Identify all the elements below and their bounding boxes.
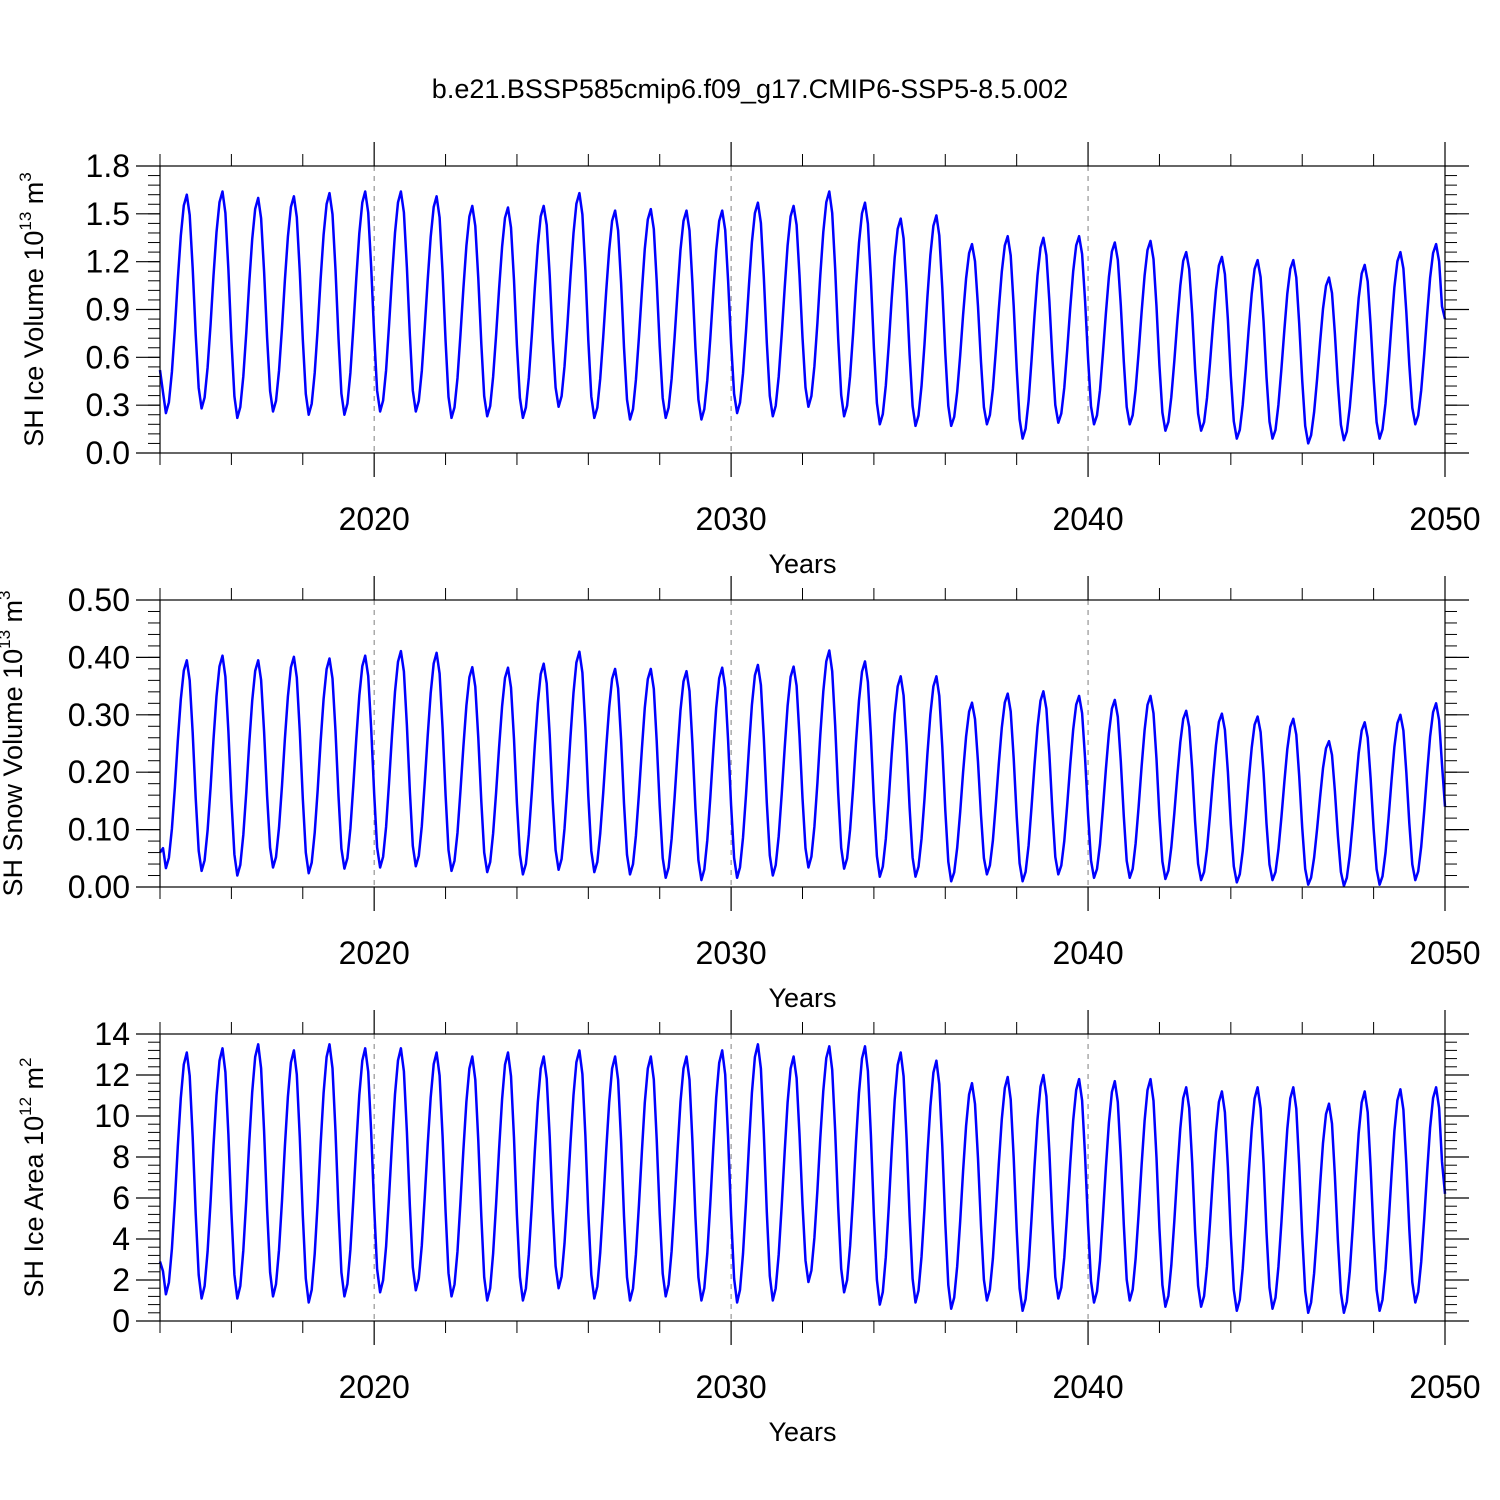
x-tick-label: 2040: [1052, 501, 1123, 537]
y-tick-label: 0.00: [68, 869, 130, 905]
chart-sh-ice-area: 0 2 4 6 8 10 12 14 2020 2030 2040 2050 Years SH Ice A…: [16, 1010, 1481, 1447]
x-tick-label: 2020: [339, 501, 410, 537]
x-tick-label: 2050: [1409, 935, 1480, 971]
y-tick-label: 6: [112, 1180, 130, 1216]
y-tick-label: 0.9: [86, 292, 130, 328]
y-tick-label: 1.5: [86, 196, 130, 232]
y-tick-label: 0: [112, 1303, 130, 1339]
x-tick-label: 2020: [339, 1369, 410, 1405]
x-tick-label: 2030: [696, 935, 767, 971]
x-tick-label: 2030: [696, 1369, 767, 1405]
y-tick-label: 12: [94, 1057, 130, 1093]
chart-sh-snow-volume: 0.00 0.10 0.20 0.30 0.40 0.50 2020 2030 2040 2050…: [0, 576, 1481, 1013]
y-axis-title-unit: m: [19, 182, 49, 212]
y-axis-title-exp: 13: [0, 630, 14, 649]
y-tick-label: 0.0: [86, 435, 130, 471]
y-axis-title-unit-exp: 2: [16, 1058, 35, 1067]
y-axis-title-unit-exp: 3: [0, 590, 14, 599]
x-tick-label: 2020: [339, 935, 410, 971]
series-line: [158, 1043, 1447, 1315]
x-tick-label: 2040: [1052, 1369, 1123, 1405]
y-axis-title-exp: 13: [16, 212, 35, 231]
y-tick-label: 2: [112, 1262, 130, 1298]
series-line: [158, 190, 1447, 445]
x-axis-title: Years: [768, 549, 836, 579]
y-axis-title-unit-exp: 3: [16, 172, 35, 181]
y-axis-title-text: SH Ice Volume 10: [19, 231, 49, 447]
x-tick-label: 2030: [696, 501, 767, 537]
y-axis-title: SH Snow Volume 1013 m3: [0, 590, 28, 896]
y-axis-title-unit: m: [19, 1067, 49, 1097]
y-tick-label: 8: [112, 1139, 130, 1175]
y-tick-label: 0.3: [86, 387, 130, 423]
y-axis-title-text: SH Snow Volume 10: [0, 649, 28, 897]
y-tick-label: 4: [112, 1221, 130, 1257]
chart-sh-ice-volume: 0.0 0.3 0.6 0.9 1.2 1.5 1.8 2020 2030 2040 2050 Yea…: [16, 142, 1481, 579]
x-tick-label: 2050: [1409, 501, 1480, 537]
x-tick-label: 2050: [1409, 1369, 1480, 1405]
y-tick-label: 0.50: [68, 582, 130, 618]
y-tick-label: 1.2: [86, 244, 130, 280]
x-tick-label: 2040: [1052, 935, 1123, 971]
y-tick-label: 0.30: [68, 697, 130, 733]
figure-title: b.e21.BSSP585cmip6.f09_g17.CMIP6-SSP5-8.…: [431, 74, 1069, 104]
y-tick-label: 14: [94, 1016, 130, 1052]
x-axis-title: Years: [768, 983, 836, 1013]
y-tick-label: 0.6: [86, 339, 130, 375]
y-tick-label: 1.8: [86, 148, 130, 184]
plot-frame: [159, 165, 1446, 454]
y-axis-title-text: SH Ice Area 10: [19, 1116, 49, 1298]
y-axis-title: SH Ice Volume 1013 m3: [16, 172, 49, 447]
x-axis-title: Years: [768, 1417, 836, 1447]
series-line: [158, 649, 1447, 888]
y-tick-label: 0.10: [68, 812, 130, 848]
y-axis-title-unit: m: [0, 600, 28, 630]
y-tick-label: 0.40: [68, 639, 130, 675]
y-tick-label: 0.20: [68, 754, 130, 790]
y-tick-label: 10: [94, 1098, 130, 1134]
y-axis-title-exp: 12: [16, 1097, 35, 1116]
y-axis-title: SH Ice Area 1012 m2: [16, 1058, 49, 1298]
